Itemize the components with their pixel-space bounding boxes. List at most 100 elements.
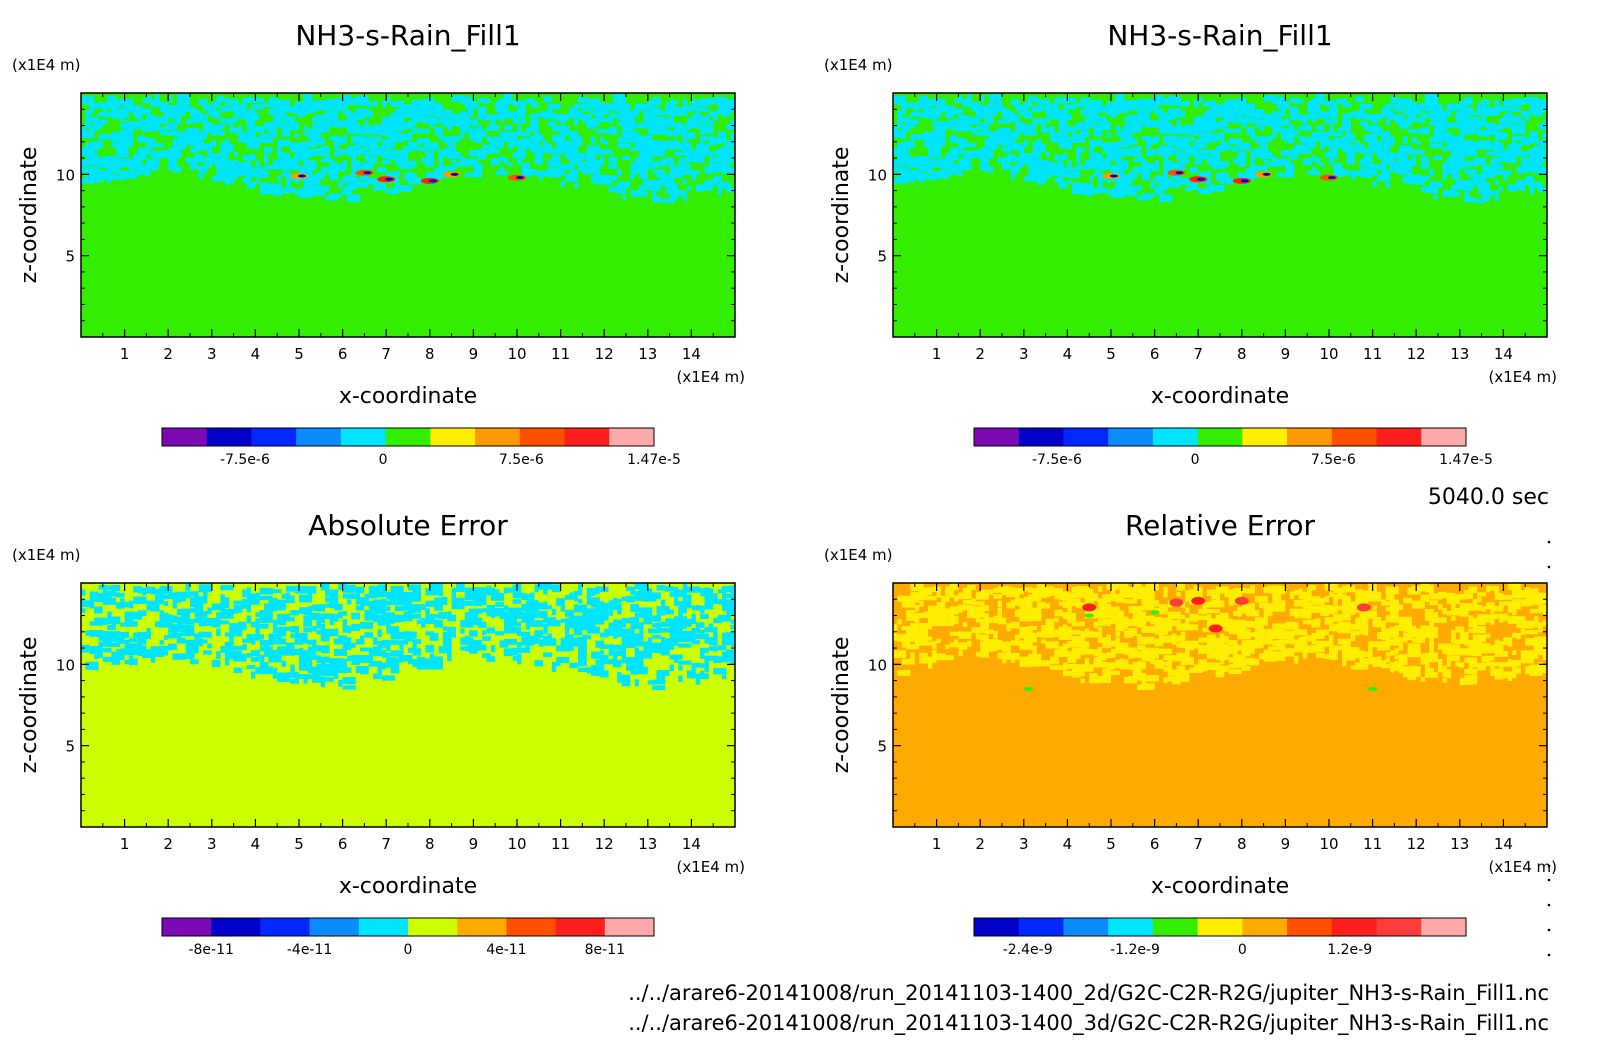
heatmap-cell bbox=[1477, 647, 1491, 654]
heatmap-cell bbox=[1198, 131, 1212, 137]
heatmap-cell bbox=[1372, 617, 1382, 622]
heatmap-cell bbox=[155, 621, 160, 628]
heatmap-cell bbox=[1163, 174, 1168, 183]
heatmap-cell bbox=[211, 603, 225, 611]
heatmap-cell bbox=[1023, 102, 1033, 108]
heatmap-cell bbox=[333, 137, 343, 145]
heatmap-cell bbox=[643, 111, 657, 117]
heatmap-cell bbox=[120, 172, 129, 179]
heatmap-cell bbox=[373, 187, 378, 192]
heatmap-cell bbox=[652, 645, 661, 651]
heatmap-cell bbox=[1180, 640, 1186, 648]
heatmap-cell bbox=[726, 99, 735, 107]
heatmap-cell bbox=[1058, 650, 1072, 657]
heatmap-cell bbox=[1250, 603, 1255, 609]
heatmap-cell bbox=[325, 668, 339, 677]
heatmap-cell bbox=[155, 142, 164, 147]
heatmap-cell bbox=[525, 622, 531, 630]
heatmap-cell bbox=[342, 102, 347, 110]
heatmap-cell bbox=[1477, 157, 1486, 166]
heatmap-cell bbox=[386, 137, 395, 143]
heatmap-cell bbox=[1102, 603, 1111, 609]
heatmap-cell bbox=[1281, 128, 1290, 134]
heatmap-cell bbox=[993, 131, 1007, 140]
heatmap-cell bbox=[1198, 155, 1212, 160]
heatmap-cell bbox=[255, 592, 260, 600]
heatmap-cell bbox=[255, 160, 260, 167]
heatmap-cell bbox=[1333, 587, 1347, 594]
heatmap-cell bbox=[1006, 646, 1011, 654]
heatmap-cell bbox=[591, 651, 600, 659]
heatmap-cell bbox=[124, 126, 134, 134]
heatmap-cell bbox=[251, 671, 256, 679]
heatmap-cell bbox=[259, 654, 265, 663]
heatmap-cell bbox=[102, 156, 116, 163]
x-tick-label: 10 bbox=[1319, 345, 1338, 363]
heatmap-cell bbox=[1289, 591, 1295, 599]
heatmap-cell bbox=[1294, 590, 1299, 596]
heatmap-cell bbox=[949, 160, 955, 166]
heatmap-cell bbox=[893, 148, 902, 156]
heatmap-spot bbox=[1082, 603, 1097, 612]
heatmap-cell bbox=[1424, 659, 1430, 667]
heatmap-cell bbox=[1424, 99, 1430, 108]
heatmap-cell bbox=[591, 164, 600, 172]
heatmap-cell bbox=[1446, 660, 1452, 667]
heatmap-cell bbox=[906, 140, 915, 148]
heatmap-cell bbox=[216, 628, 221, 637]
heatmap-cell bbox=[665, 140, 674, 149]
heatmap-cell bbox=[1097, 615, 1103, 621]
heatmap-cell bbox=[1176, 583, 1186, 591]
heatmap-cell bbox=[277, 636, 282, 643]
heatmap-cell bbox=[1381, 111, 1395, 118]
y-tick-label: 5 bbox=[65, 738, 75, 756]
heatmap-cell bbox=[713, 137, 722, 144]
heatmap-cell bbox=[1119, 128, 1125, 134]
heatmap-cell bbox=[142, 590, 147, 596]
heatmap-cell bbox=[469, 612, 474, 620]
heatmap-cell bbox=[1167, 148, 1177, 154]
heatmap-cell bbox=[517, 153, 526, 159]
heatmap-cell bbox=[1041, 99, 1050, 105]
heatmap-cell bbox=[438, 149, 448, 157]
heatmap-cell bbox=[377, 146, 387, 151]
heatmap-cell bbox=[1455, 148, 1465, 157]
heatmap-cell bbox=[1115, 174, 1129, 182]
heatmap-cell bbox=[390, 614, 404, 623]
heatmap-cell bbox=[1486, 100, 1491, 105]
heatmap-cell bbox=[512, 139, 522, 147]
heatmap-cell bbox=[469, 108, 474, 117]
heatmap-cell bbox=[1329, 641, 1334, 649]
heatmap-cell bbox=[578, 648, 587, 655]
heatmap-cell bbox=[578, 626, 583, 633]
heatmap-cell bbox=[984, 595, 989, 600]
heatmap-cell bbox=[325, 631, 339, 637]
heatmap-cell bbox=[394, 593, 408, 600]
heatmap-cell bbox=[233, 645, 247, 651]
heatmap-cell bbox=[639, 666, 648, 675]
heatmap-cell bbox=[281, 129, 291, 137]
heatmap-cell bbox=[1010, 156, 1020, 163]
heatmap-cell bbox=[1333, 613, 1343, 622]
heatmap-cell bbox=[1451, 601, 1456, 610]
heatmap-cell bbox=[556, 114, 570, 121]
heatmap-cell bbox=[1198, 124, 1207, 132]
heatmap-cell bbox=[612, 625, 622, 634]
heatmap-cell bbox=[1320, 111, 1325, 116]
heatmap-cell bbox=[355, 605, 365, 611]
heatmap-cell bbox=[1385, 103, 1391, 109]
colorbar-swatch bbox=[1287, 918, 1333, 936]
heatmap-cell bbox=[386, 626, 400, 634]
heatmap-cell bbox=[1050, 665, 1064, 670]
heatmap-cell bbox=[198, 173, 204, 180]
heatmap-cell bbox=[386, 142, 395, 149]
heatmap-cell bbox=[591, 590, 596, 597]
heatmap-cell bbox=[578, 637, 587, 644]
heatmap-cell bbox=[538, 639, 544, 647]
heatmap-cell bbox=[1010, 99, 1020, 106]
heatmap-cell bbox=[682, 583, 688, 590]
heatmap-cell bbox=[1385, 592, 1395, 600]
x-axis-unit: (x1E4 m) bbox=[1488, 368, 1557, 386]
heatmap-cell bbox=[993, 588, 1002, 593]
heatmap-cell bbox=[316, 604, 326, 612]
